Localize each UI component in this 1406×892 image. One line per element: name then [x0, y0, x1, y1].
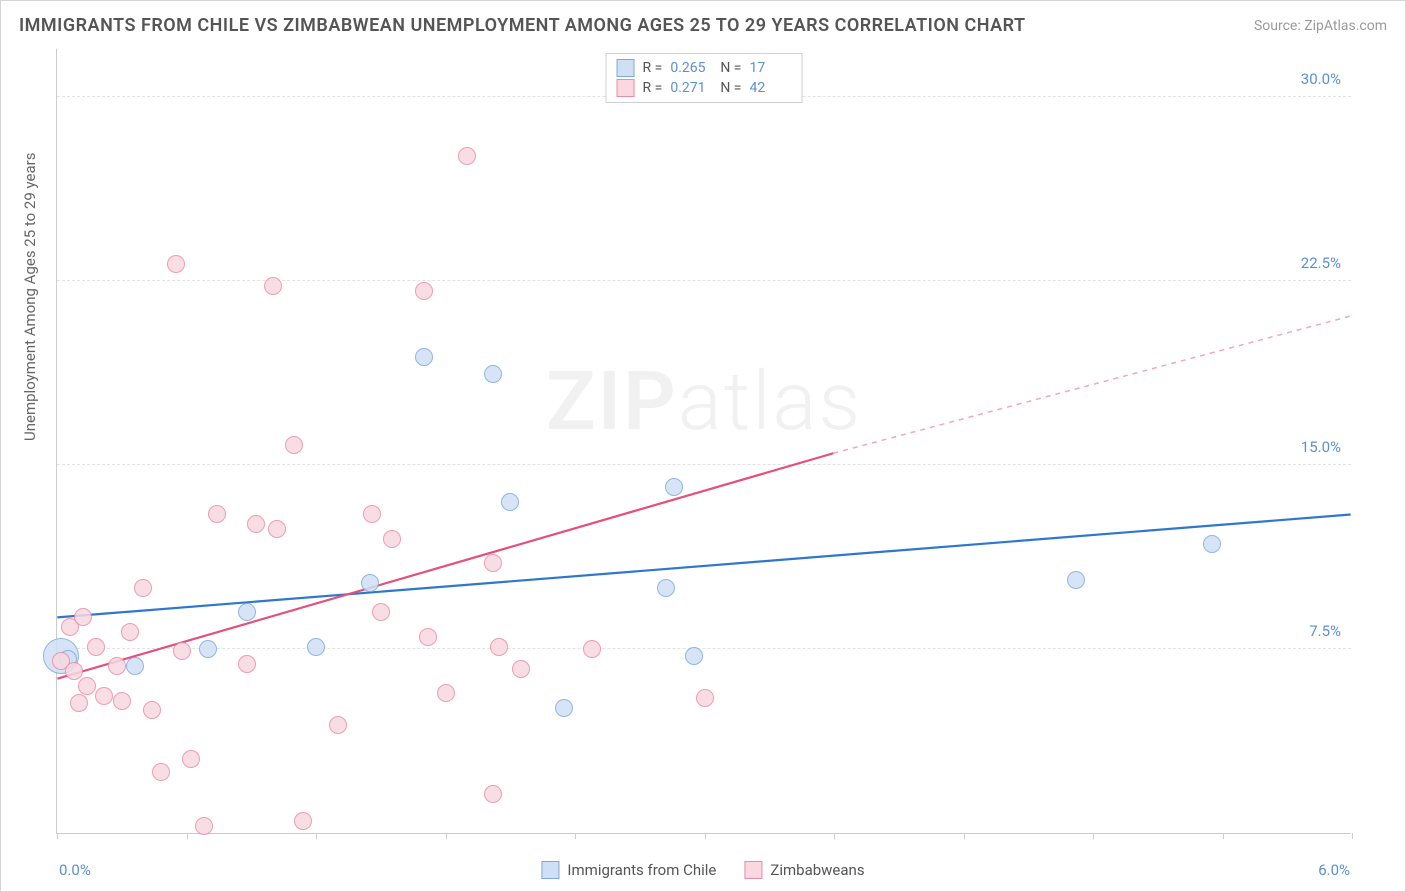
stat-r-chile: 0.265 — [670, 60, 712, 76]
data-point — [512, 660, 530, 678]
legend-label-zimbabwe: Zimbabweans — [770, 861, 864, 879]
data-point — [74, 608, 92, 626]
data-point — [419, 628, 437, 646]
trendlines-svg — [57, 49, 1351, 833]
data-point — [238, 603, 256, 621]
data-point — [199, 640, 217, 658]
legend-swatch-chile-icon — [541, 861, 559, 879]
x-tick — [187, 833, 188, 839]
data-point — [583, 640, 601, 658]
data-point — [1203, 535, 1221, 553]
gridline — [57, 464, 1351, 465]
data-point — [95, 687, 113, 705]
data-point — [484, 554, 502, 572]
data-point — [113, 692, 131, 710]
data-point — [363, 505, 381, 523]
data-point — [173, 642, 191, 660]
x-axis-max-label: 6.0% — [1318, 861, 1350, 879]
data-point — [501, 493, 519, 511]
plot-area: ZIPatlas R =0.265 N =17 R =0.271 N =42 7… — [56, 49, 1351, 834]
data-point — [1067, 571, 1085, 589]
chart-source: Source: ZipAtlas.com — [1254, 18, 1387, 34]
data-point — [247, 515, 265, 533]
gridline — [57, 280, 1351, 281]
data-point — [264, 277, 282, 295]
y-tick-label: 7.5% — [1309, 622, 1341, 640]
data-point — [555, 699, 573, 717]
data-point — [307, 638, 325, 656]
data-point — [195, 817, 213, 835]
watermark: ZIPatlas — [546, 354, 862, 450]
data-point — [78, 677, 96, 695]
legend-item-chile: Immigrants from Chile — [541, 861, 716, 879]
data-point — [152, 763, 170, 781]
x-tick — [1093, 833, 1094, 839]
data-point — [696, 689, 714, 707]
data-point — [70, 694, 88, 712]
data-point — [490, 638, 508, 656]
data-point — [294, 812, 312, 830]
legend-item-zimbabwe: Zimbabweans — [744, 861, 864, 879]
gridline — [57, 648, 1351, 649]
y-tick-label: 15.0% — [1301, 438, 1341, 456]
data-point — [484, 365, 502, 383]
stat-n-zimbabwe: 42 — [749, 80, 791, 96]
x-tick — [1352, 833, 1353, 839]
data-point — [121, 623, 139, 641]
data-point — [665, 478, 683, 496]
chart-header: IMMIGRANTS FROM CHILE VS ZIMBABWEAN UNEM… — [19, 15, 1387, 36]
x-tick — [316, 833, 317, 839]
data-point — [167, 255, 185, 273]
data-point — [285, 436, 303, 454]
data-point — [484, 785, 502, 803]
data-point — [87, 638, 105, 656]
x-tick — [834, 833, 835, 839]
legend-swatch-chile — [617, 59, 635, 77]
data-point — [458, 147, 476, 165]
data-point — [361, 574, 379, 592]
data-point — [437, 684, 455, 702]
legend-stats: R =0.265 N =17 R =0.271 N =42 — [606, 53, 803, 103]
x-tick — [575, 833, 576, 839]
legend-stats-row-1: R =0.265 N =17 — [617, 58, 792, 78]
data-point — [126, 657, 144, 675]
legend-swatch-zimbabwe-icon — [744, 861, 762, 879]
x-tick — [446, 833, 447, 839]
data-point — [182, 750, 200, 768]
data-point — [108, 657, 126, 675]
data-point — [685, 647, 703, 665]
data-point — [65, 662, 83, 680]
x-tick — [1223, 833, 1224, 839]
data-point — [657, 579, 675, 597]
stat-r-zimbabwe: 0.271 — [670, 80, 712, 96]
watermark-light: atlas — [678, 354, 862, 450]
x-tick — [964, 833, 965, 839]
watermark-bold: ZIP — [546, 354, 678, 450]
legend-stats-row-2: R =0.271 N =42 — [617, 78, 792, 98]
data-point — [268, 520, 286, 538]
legend-series: Immigrants from Chile Zimbabweans — [541, 861, 864, 879]
legend-swatch-zimbabwe — [617, 79, 635, 97]
x-tick — [705, 833, 706, 839]
data-point — [238, 655, 256, 673]
data-point — [329, 716, 347, 734]
data-point — [383, 530, 401, 548]
y-tick-label: 30.0% — [1301, 70, 1341, 88]
data-point — [208, 505, 226, 523]
data-point — [372, 603, 390, 621]
x-axis-min-label: 0.0% — [59, 861, 91, 879]
legend-label-chile: Immigrants from Chile — [567, 861, 716, 879]
data-point — [415, 348, 433, 366]
y-tick-label: 22.5% — [1301, 254, 1341, 272]
data-point — [143, 701, 161, 719]
chart-title: IMMIGRANTS FROM CHILE VS ZIMBABWEAN UNEM… — [19, 15, 1026, 36]
stat-n-chile: 17 — [749, 60, 791, 76]
chart-container: IMMIGRANTS FROM CHILE VS ZIMBABWEAN UNEM… — [0, 0, 1406, 892]
data-point — [415, 282, 433, 300]
x-tick — [57, 833, 58, 839]
y-axis-label: Unemployment Among Ages 25 to 29 years — [21, 153, 39, 441]
data-point — [134, 579, 152, 597]
